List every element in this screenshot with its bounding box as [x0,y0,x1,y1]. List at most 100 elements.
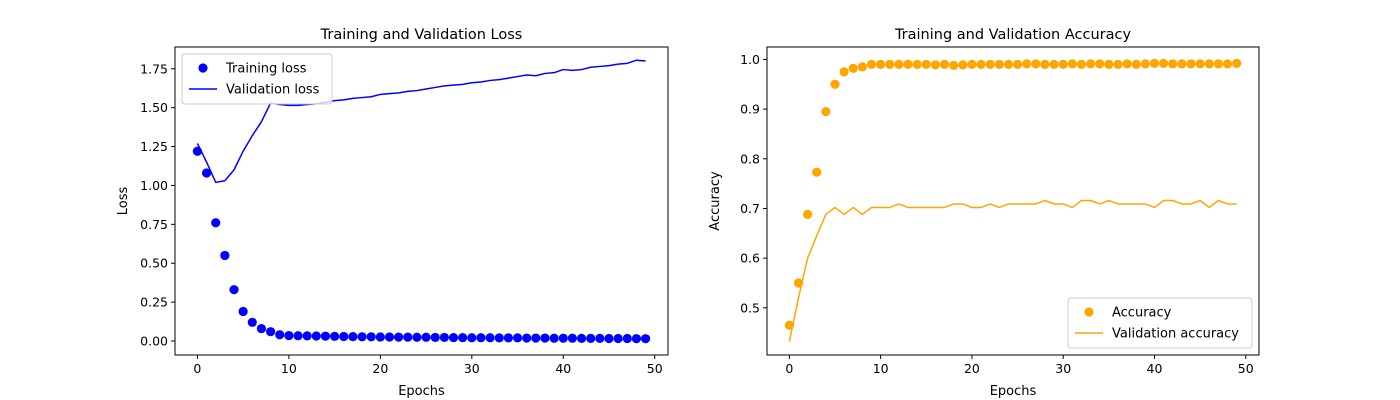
accuracy-point [930,60,941,70]
training-loss-point [476,333,486,343]
training-loss-point [467,333,477,343]
accuracy-point [866,59,877,69]
training-loss-point [247,317,257,327]
accuracy-point [1213,59,1223,69]
accuracy-point [1058,59,1068,69]
x-tick-label: 20 [372,361,388,376]
training-loss-point [631,334,642,344]
accuracy-point [967,59,977,69]
accuracy-point [839,67,849,77]
training-loss-point [284,330,294,341]
loss-y-axis-label: Loss [116,187,131,216]
accuracy-point [976,59,986,69]
training-loss-point [339,331,349,342]
x-tick-label: 50 [1238,361,1254,376]
accuracy-point [1122,59,1132,69]
training-loss-point [540,333,550,343]
x-tick-label: 50 [647,361,663,376]
legend-accuracy-label: Accuracy [1112,306,1172,321]
training-loss-point [512,333,523,343]
accuracy-point [903,59,913,69]
training-loss-point [503,333,513,343]
training-loss-point [567,333,578,343]
x-tick-label: 40 [555,361,571,376]
accuracy-point [1186,59,1196,69]
x-tick-label: 20 [964,361,980,376]
x-tick-label: 0 [785,361,793,376]
y-tick-label: 1.75 [140,61,168,76]
x-tick-label: 0 [193,361,201,376]
training-loss-point [201,168,212,178]
training-loss-point [256,323,267,334]
training-loss-point [211,218,221,228]
training-loss-point [330,331,340,341]
legend-box [181,53,333,105]
y-tick-label: 1.0 [740,52,760,67]
legend-accuracy-swatch [1084,307,1094,317]
y-tick-label: 0.7 [740,201,760,216]
accuracy-point [1012,59,1023,69]
training-loss-point [531,333,541,343]
accuracy-point [921,59,931,69]
legend-training-loss-label: Training loss [225,62,307,77]
accuracy-chart-title: Training and Validation Accuracy [894,27,1132,43]
accuracy-point [1131,59,1141,69]
training-loss-point [558,333,568,343]
y-tick-label: 0.75 [140,217,168,232]
legend-training-loss-swatch [198,63,208,73]
accuracy-point [812,167,822,177]
accuracy-point [1040,59,1050,69]
training-loss-point [394,332,404,342]
training-loss-point [384,332,395,342]
accuracy-point [885,59,895,69]
training-loss-point [238,306,248,317]
accuracy-chart: Training and Validation Accuracy 0 10 20 30 4… [708,27,1260,399]
training-loss-point [458,332,468,343]
x-tick-label: 30 [464,361,480,376]
accuracy-point [1195,59,1205,69]
accuracy-point [1140,59,1150,69]
training-loss-point [576,333,587,343]
training-loss-point [604,333,614,344]
accuracy-y-axis-label: Accuracy [708,171,723,231]
accuracy-point [821,106,831,117]
accuracy-point [803,209,813,220]
accuracy-point [1177,59,1187,69]
accuracy-point [1067,59,1077,69]
y-tick-label: 0.00 [140,334,168,349]
accuracy-point [1168,59,1178,69]
training-loss-point [366,332,376,342]
loss-x-axis-label: Epochs [398,384,445,399]
accuracy-point [876,59,886,69]
accuracy-point [1113,59,1123,69]
training-loss-point [549,333,559,343]
training-loss-point [430,332,440,343]
y-tick-label: 0.50 [140,256,168,271]
loss-chart: Training and Validation Loss 0 10 20 30 40 50 0… [116,27,669,399]
accuracy-point [1003,59,1014,69]
accuracy-point [1104,59,1114,69]
training-loss-point [302,331,312,341]
legend-box [1067,297,1253,349]
validation-accuracy-line [788,199,1237,342]
y-tick-label: 0.6 [740,251,760,266]
training-loss-point [421,332,431,342]
loss-chart-title: Training and Validation Loss [320,27,523,43]
accuracy-point [1232,58,1242,68]
training-loss-point [613,333,623,344]
y-tick-label: 0.8 [740,151,760,166]
training-loss-point [439,332,449,343]
training-loss-point [293,331,303,341]
accuracy-point [1204,59,1214,69]
accuracy-point [1049,59,1059,69]
y-tick-label: 1.00 [140,178,168,193]
x-tick-label: 10 [873,361,889,376]
training-loss-point [494,333,504,343]
accuracy-axes-frame [766,46,1260,356]
training-loss-point [485,333,495,343]
accuracy-point [1076,59,1087,69]
training-loss-point [640,334,651,344]
loss-axes-frame [174,46,669,356]
accuracy-point [994,59,1004,69]
accuracy-point [912,59,922,69]
